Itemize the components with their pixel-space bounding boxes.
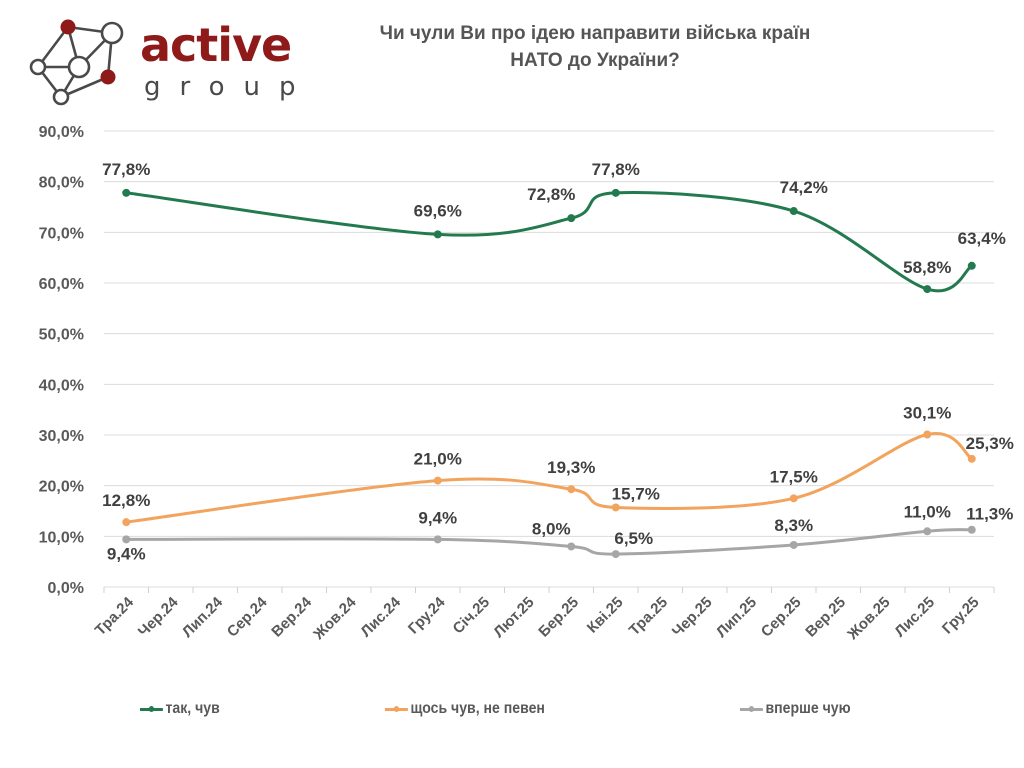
x-tick-label: Гру.24 bbox=[405, 593, 449, 637]
data-point bbox=[967, 261, 976, 270]
y-tick-label: 80,0% bbox=[39, 175, 84, 192]
data-label: 19,3% bbox=[547, 458, 595, 477]
y-tick-label: 40,0% bbox=[39, 377, 84, 394]
series-lines bbox=[124, 191, 974, 556]
data-point bbox=[611, 188, 620, 197]
legend-label: так, чув bbox=[165, 700, 220, 717]
x-tick-label: Лис.25 bbox=[891, 594, 938, 641]
chart-title-line-1: Чи чули Ви про ідею направити війська кр… bbox=[379, 23, 811, 44]
legend-label: щось чув, не певен bbox=[410, 700, 545, 717]
y-axis: 0,0% 10,0% 20,0% 30,0% 40,0% 50,0% 60,0% 70,0% 8… bbox=[39, 124, 84, 597]
legend-item-first-time: вперше чую bbox=[740, 700, 851, 718]
legend-label: вперше чую bbox=[765, 700, 851, 717]
y-tick-label: 50,0% bbox=[39, 327, 84, 344]
data-label: 30,1% bbox=[903, 403, 951, 422]
data-point bbox=[122, 535, 131, 544]
data-label: 15,7% bbox=[612, 484, 660, 503]
y-tick-label: 30,0% bbox=[39, 428, 84, 445]
x-tick-label: Вер.24 bbox=[268, 593, 315, 640]
series-line bbox=[124, 528, 974, 556]
logo-subtitle: group bbox=[144, 72, 315, 102]
data-labels: 77,8% 69,6% 72,8% 77,8% 74,2% 58,8% 63,4% 12,8%… bbox=[102, 160, 1014, 564]
line-chart: 0,0% 10,0% 20,0% 30,0% 40,0% 50,0% 60,0% 70,0% 8… bbox=[39, 124, 1014, 644]
x-tick-label: Чер.24 bbox=[135, 593, 182, 640]
network-logo-icon bbox=[29, 19, 124, 106]
data-label: 9,4% bbox=[418, 508, 457, 527]
data-label: 12,8% bbox=[102, 491, 150, 510]
data-point bbox=[967, 454, 976, 463]
chart-title: Чи чули Ви про ідею направити війська кр… bbox=[300, 20, 890, 74]
data-label: 6,5% bbox=[614, 529, 653, 548]
series-line bbox=[124, 431, 974, 524]
y-tick-label: 10,0% bbox=[39, 529, 84, 546]
x-tick-label: Тра.24 bbox=[92, 593, 138, 639]
data-point bbox=[923, 527, 932, 536]
legend: так, чув щось чув, не певен вперше чую bbox=[0, 700, 1024, 724]
active-group-logo: active group bbox=[20, 12, 320, 112]
x-tick-label: Лис.24 bbox=[357, 593, 404, 640]
logo-wordmark: active bbox=[140, 18, 292, 72]
legend-line-marker-icon bbox=[140, 704, 163, 714]
data-point bbox=[567, 485, 576, 494]
legend-line-marker-icon bbox=[385, 704, 408, 714]
data-point bbox=[567, 542, 576, 551]
data-point bbox=[433, 476, 442, 485]
data-point bbox=[789, 494, 798, 503]
gridlines bbox=[104, 130, 994, 588]
y-tick-label: 60,0% bbox=[39, 276, 84, 293]
data-point bbox=[611, 550, 620, 559]
x-tick-label: Чер.25 bbox=[669, 594, 716, 641]
data-label: 58,8% bbox=[903, 258, 951, 277]
data-label: 25,3% bbox=[966, 434, 1014, 453]
data-label: 9,4% bbox=[107, 544, 146, 563]
legend-item-heard-something: щось чув, не певен bbox=[385, 700, 545, 718]
series-line bbox=[124, 191, 974, 293]
x-tick-label: Лип.25 bbox=[713, 594, 760, 641]
x-tick-label: Жов.25 bbox=[844, 594, 894, 644]
data-point bbox=[967, 525, 976, 534]
data-point bbox=[923, 285, 932, 294]
data-label: 69,6% bbox=[414, 201, 462, 220]
data-point bbox=[122, 188, 131, 197]
x-tick-label: Тра.25 bbox=[626, 594, 671, 639]
data-point bbox=[923, 430, 932, 439]
data-label: 11,3% bbox=[966, 505, 1013, 524]
y-tick-label: 20,0% bbox=[39, 479, 84, 496]
data-point bbox=[433, 230, 442, 239]
y-tick-label: 90,0% bbox=[39, 124, 84, 141]
data-point bbox=[611, 503, 620, 512]
legend-item-heard: так, чув bbox=[140, 700, 220, 718]
chart-title-line-2: НАТО до України? bbox=[510, 50, 680, 71]
data-label: 17,5% bbox=[770, 467, 818, 486]
data-point bbox=[789, 207, 798, 216]
data-label: 63,4% bbox=[958, 229, 1006, 248]
x-tick-label: Лют.25 bbox=[490, 594, 537, 641]
data-point bbox=[789, 540, 798, 549]
data-point bbox=[122, 518, 131, 527]
x-tick-label: Гру.25 bbox=[939, 594, 983, 638]
x-tick-label: Сер.24 bbox=[224, 593, 271, 640]
data-label: 21,0% bbox=[414, 450, 462, 469]
data-label: 77,8% bbox=[592, 160, 640, 179]
y-tick-label: 0,0% bbox=[48, 580, 84, 597]
legend-line-marker-icon bbox=[740, 704, 763, 714]
x-tick-label: Кві.25 bbox=[584, 594, 627, 637]
data-point bbox=[567, 214, 576, 223]
x-tick-label: Січ.25 bbox=[450, 594, 494, 638]
x-tick-label: Сер.25 bbox=[758, 594, 805, 641]
data-label: 74,2% bbox=[780, 178, 828, 197]
series-points bbox=[122, 188, 976, 559]
x-tick-label: Жов.24 bbox=[310, 593, 360, 643]
data-label: 11,0% bbox=[904, 502, 951, 521]
data-label: 72,8% bbox=[527, 185, 575, 204]
data-point bbox=[433, 535, 442, 544]
x-tick-label: Лип.24 bbox=[179, 593, 227, 641]
x-tick-label: Вер.25 bbox=[802, 594, 849, 641]
x-axis: Тра.24Чер.24Лип.24Сер.24Вер.24Жов.24Лис.… bbox=[92, 587, 995, 644]
x-tick-label: Бер.25 bbox=[535, 594, 582, 641]
data-label: 8,0% bbox=[532, 519, 571, 538]
y-tick-label: 70,0% bbox=[39, 225, 84, 242]
data-label: 8,3% bbox=[774, 516, 813, 535]
data-label: 77,8% bbox=[102, 160, 150, 179]
